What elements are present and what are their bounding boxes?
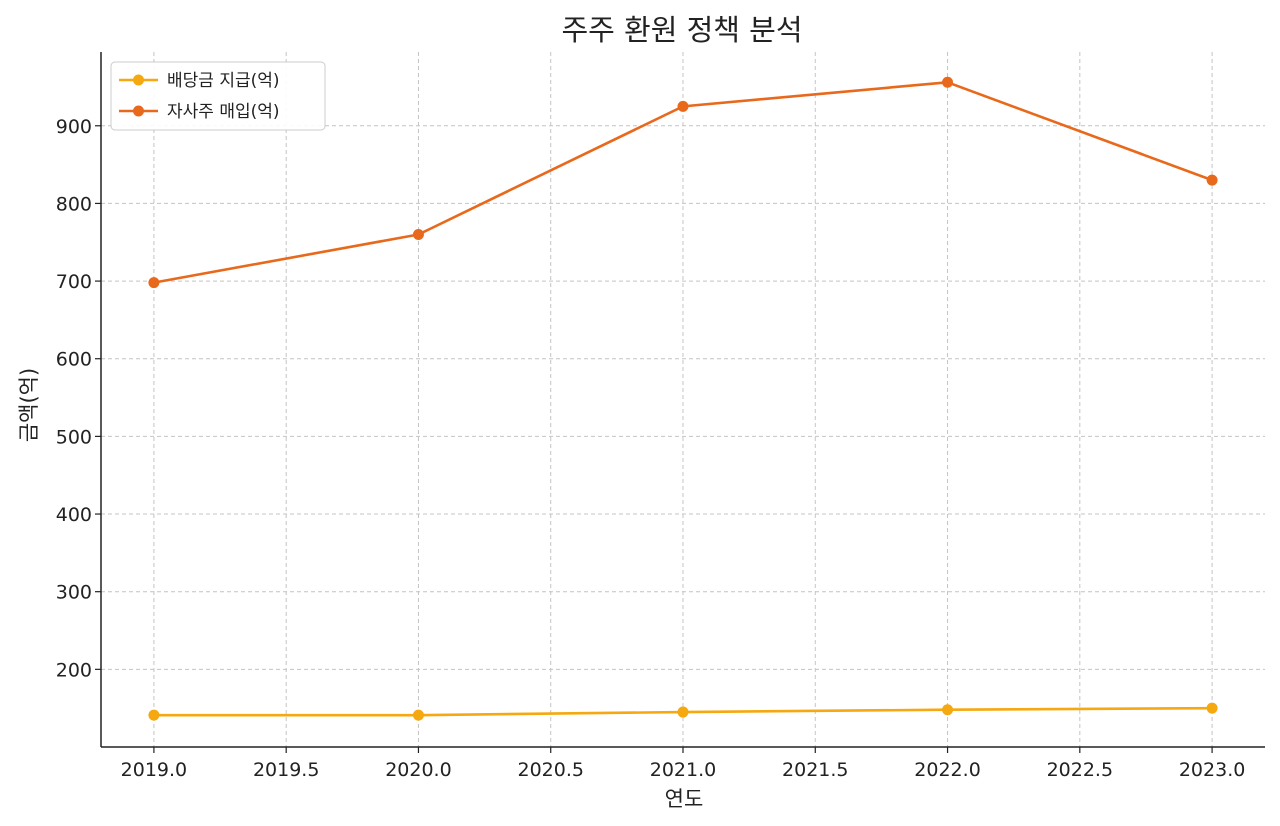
x-tick-label: 2022.0 <box>914 759 980 781</box>
legend-marker <box>133 74 144 86</box>
x-axis-ticks: 2019.0 2019.5 2020.0 2020.5 2021.0 2021.5 2022… <box>121 747 1245 781</box>
y-tick-label: 200 <box>56 659 92 681</box>
x-tick-label: 2020.5 <box>517 759 583 781</box>
x-tick-label: 2021.0 <box>650 759 716 781</box>
x-tick-label: 2022.5 <box>1047 759 1113 781</box>
legend-frame <box>110 61 326 131</box>
x-axis-label: 연도 <box>665 787 704 811</box>
x-tick-label: 2020.0 <box>385 759 451 781</box>
data-point <box>412 228 424 240</box>
data-point <box>148 277 160 289</box>
data-point <box>1206 174 1218 186</box>
legend-label: 배당금 지급(억) <box>167 71 280 91</box>
data-point <box>412 709 424 721</box>
series <box>148 76 1218 721</box>
y-tick-label: 600 <box>56 349 92 371</box>
legend-label: 자사주 매입(억) <box>167 102 280 122</box>
data-point <box>148 709 160 721</box>
data-point <box>677 100 689 112</box>
legend-items: 배당금 지급(억) 자사주 매입(억) <box>119 71 280 122</box>
x-tick-label: 2019.5 <box>253 759 319 781</box>
x-tick-label: 2019.0 <box>121 759 187 781</box>
legend: 배당금 지급(억) 자사주 매입(억) <box>110 61 326 131</box>
y-tick-label: 300 <box>56 582 92 604</box>
data-point <box>677 706 689 718</box>
y-tick-label: 500 <box>56 426 92 448</box>
data-point <box>942 76 954 88</box>
y-axis-label: 금액(억) <box>17 368 41 442</box>
y-tick-label: 700 <box>56 271 92 293</box>
x-tick-label: 2023.0 <box>1179 759 1245 781</box>
chart-title: 주주 환원 정책 분석 <box>561 13 802 47</box>
y-tick-label: 400 <box>56 504 92 526</box>
data-point <box>942 704 954 716</box>
series-0 <box>148 702 1218 721</box>
legend-marker <box>133 105 144 117</box>
x-tick-label: 2021.5 <box>782 759 848 781</box>
y-tick-label: 900 <box>56 116 92 138</box>
grid <box>101 52 1265 747</box>
y-tick-label: 800 <box>56 193 92 215</box>
y-axis-ticks: 200 300 400 500 600 700 800 900 <box>56 116 101 681</box>
data-point <box>1206 702 1218 714</box>
series-1 <box>148 76 1218 289</box>
